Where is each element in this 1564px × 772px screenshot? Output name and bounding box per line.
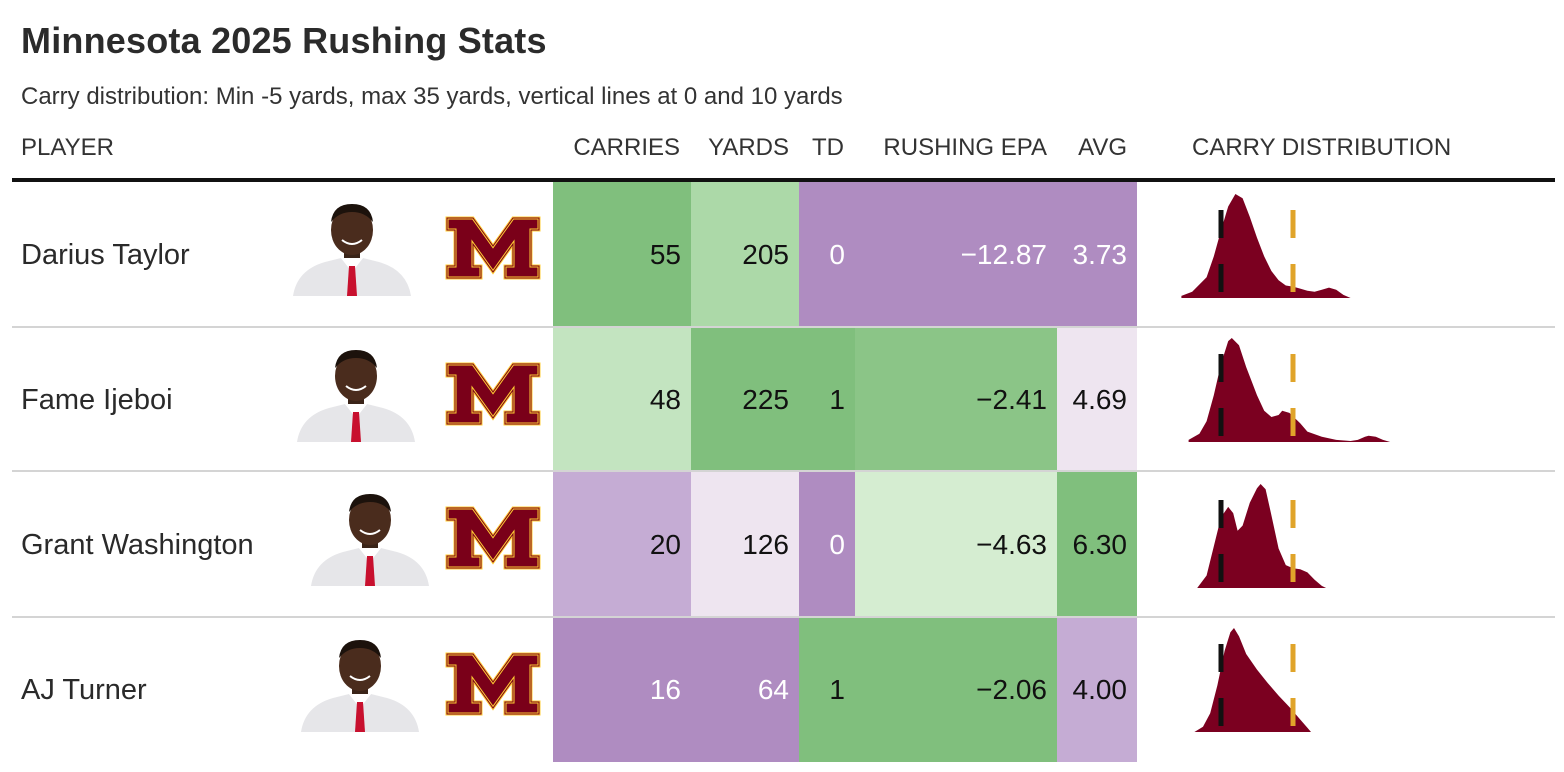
player-name: Fame Ijeboi [21,384,173,416]
minnesota-logo-icon [445,216,541,280]
player-headshot [289,204,415,296]
header-td: TD [812,134,844,161]
avg-cell: 6.30 [1057,472,1137,618]
player-headshot [307,494,433,586]
row-divider [12,470,1555,472]
yards-cell: 205 [691,182,799,328]
carries-cell: 55 [553,182,691,328]
row-divider [12,616,1555,618]
yards-cell: 126 [691,472,799,618]
header-yards: YARDS [708,134,789,161]
table-row: 48 225 1 −2.41 4.69 Fame Ijeboi [12,328,1555,472]
epa-cell: −2.06 [855,618,1057,762]
header-rule [12,178,1555,182]
player-name: Grant Washington [21,529,254,561]
carry-distribution-cell [1157,182,1477,328]
table-row: 20 126 0 −4.63 6.30 Grant Washington [12,472,1555,618]
carry-distribution-chart [1188,338,1391,448]
table-row: 55 205 0 −12.87 3.73 Darius Taylor [12,182,1555,328]
carries-cell: 48 [553,328,691,472]
carries-cell: 16 [553,618,691,762]
chart-title: Minnesota 2025 Rushing Stats [21,20,547,61]
carry-distribution-chart [1194,628,1311,738]
minnesota-logo-icon [445,362,541,426]
density-area [1181,194,1351,298]
carry-distribution-cell [1157,472,1477,618]
yards-cell: 64 [691,618,799,762]
header-carry-distribution: CARRY DISTRIBUTION [1192,134,1452,161]
carry-distribution-cell [1157,618,1477,762]
td-cell: 1 [799,618,855,762]
player-headshot [293,350,419,442]
player-name: AJ Turner [21,674,147,706]
player-headshot [297,640,423,732]
avg-cell: 4.00 [1057,618,1137,762]
header-avg: AVG [1078,134,1127,161]
td-cell: 0 [799,182,855,328]
avg-cell: 3.73 [1057,182,1137,328]
header-rushing-epa: RUSHING EPA [883,134,1047,161]
header-player: PLAYER [21,134,114,161]
density-area [1197,484,1327,588]
epa-cell: −12.87 [855,182,1057,328]
yards-cell: 225 [691,328,799,472]
player-name: Darius Taylor [21,239,190,271]
minnesota-logo-icon [445,652,541,716]
minnesota-logo-icon [445,506,541,570]
epa-cell: −2.41 [855,328,1057,472]
avg-cell: 4.69 [1057,328,1137,472]
header-carries: CARRIES [573,134,680,161]
row-divider [12,326,1555,328]
density-area [1188,338,1391,442]
carries-cell: 20 [553,472,691,618]
carry-distribution-chart [1181,194,1351,304]
td-cell: 0 [799,472,855,618]
carry-distribution-chart [1197,484,1327,594]
td-cell: 1 [799,328,855,472]
chart-subtitle: Carry distribution: Min -5 yards, max 35… [21,83,843,110]
density-area [1194,628,1311,732]
table-row: 16 64 1 −2.06 4.00 AJ Turner [12,618,1555,762]
epa-cell: −4.63 [855,472,1057,618]
carry-distribution-cell [1157,328,1477,472]
